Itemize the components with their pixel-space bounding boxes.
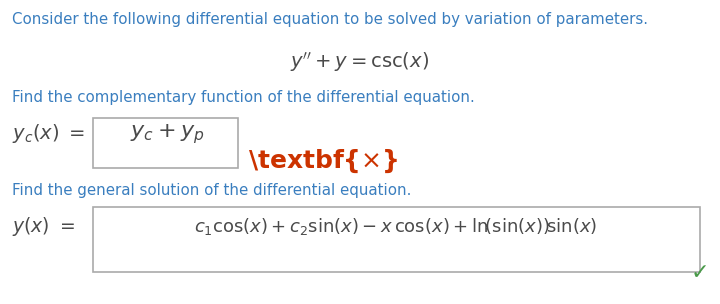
- Text: $\mathit{c}_1\mathrm{cos}(\mathit{x}) + \mathit{c}_2\mathrm{sin}(\mathit{x}) - \: $\mathit{c}_1\mathrm{cos}(\mathit{x}) + …: [194, 216, 598, 237]
- Text: $\mathit{y_c} + \mathit{y_p}$: $\mathit{y_c} + \mathit{y_p}$: [130, 122, 204, 146]
- Text: \textbf{$\times$}: \textbf{$\times$}: [248, 148, 398, 175]
- Text: $\mathit{y}(\mathit{x})\ =$: $\mathit{y}(\mathit{x})\ =$: [12, 215, 75, 238]
- Bar: [93, 118, 238, 168]
- Bar: [93, 207, 700, 272]
- Text: Find the complementary function of the differential equation.: Find the complementary function of the d…: [12, 90, 474, 105]
- Text: $\mathit{y''} + \mathit{y} = \mathrm{csc}(\mathit{x})$: $\mathit{y''} + \mathit{y} = \mathrm{csc…: [290, 50, 430, 74]
- Text: ✓: ✓: [690, 263, 709, 283]
- Text: Find the general solution of the differential equation.: Find the general solution of the differe…: [12, 183, 411, 198]
- Text: $\mathit{y_c}(\mathit{x})\ =$: $\mathit{y_c}(\mathit{x})\ =$: [12, 122, 86, 145]
- Text: Consider the following differential equation to be solved by variation of parame: Consider the following differential equa…: [12, 12, 648, 27]
